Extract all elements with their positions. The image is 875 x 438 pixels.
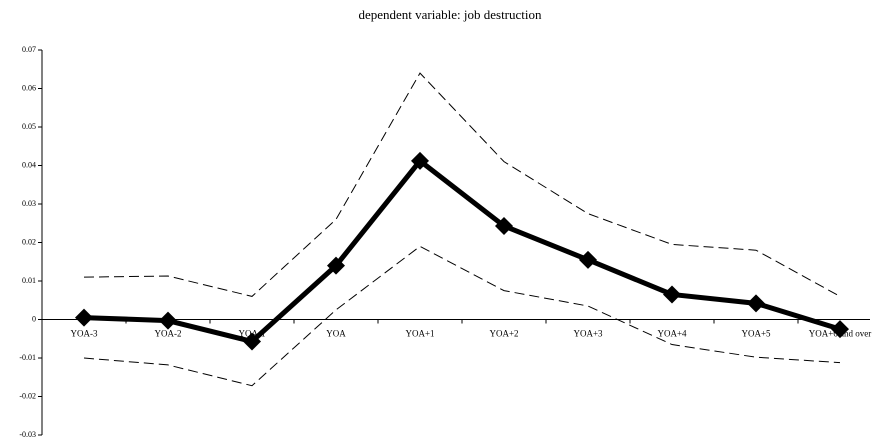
y-tick-label: 0.03	[22, 199, 36, 208]
x-tick-label: YOA-3	[71, 329, 98, 339]
marker	[579, 250, 597, 269]
x-tick-label: YOA-2	[155, 329, 182, 339]
y-tick-label: 0	[32, 314, 36, 323]
y-tick-label: 0.05	[22, 122, 36, 131]
x-tick-label: YOA	[326, 329, 346, 339]
y-tick-label: 0.02	[22, 237, 36, 246]
y-tick-label: -0.02	[19, 391, 36, 400]
marker	[411, 151, 429, 170]
x-tick-label: YOA+3	[573, 329, 603, 339]
x-tick-label: YOA+2	[489, 329, 518, 339]
chart-title: dependent variable: job destruction	[358, 7, 542, 22]
marker	[831, 320, 849, 339]
x-tick-label: YOA+1	[405, 329, 434, 339]
x-tick-label: YOA+4	[657, 329, 687, 339]
marker	[327, 256, 345, 275]
marker	[75, 308, 93, 327]
y-tick-label: -0.01	[19, 353, 36, 362]
y-tick-label: 0.06	[22, 83, 36, 92]
marker	[663, 285, 681, 304]
estimate-line	[83, 157, 841, 345]
y-tick-label: 0.01	[22, 276, 36, 285]
band-line	[83, 72, 841, 297]
marker	[747, 294, 765, 313]
marker	[243, 332, 261, 351]
y-tick-label: -0.03	[19, 430, 36, 438]
marker	[495, 216, 513, 235]
band-line	[83, 245, 841, 387]
y-tick-label: 0.07	[22, 45, 36, 54]
x-tick-label: YOA+5	[741, 329, 771, 339]
marker	[159, 311, 177, 330]
y-tick-label: 0.04	[22, 160, 36, 169]
